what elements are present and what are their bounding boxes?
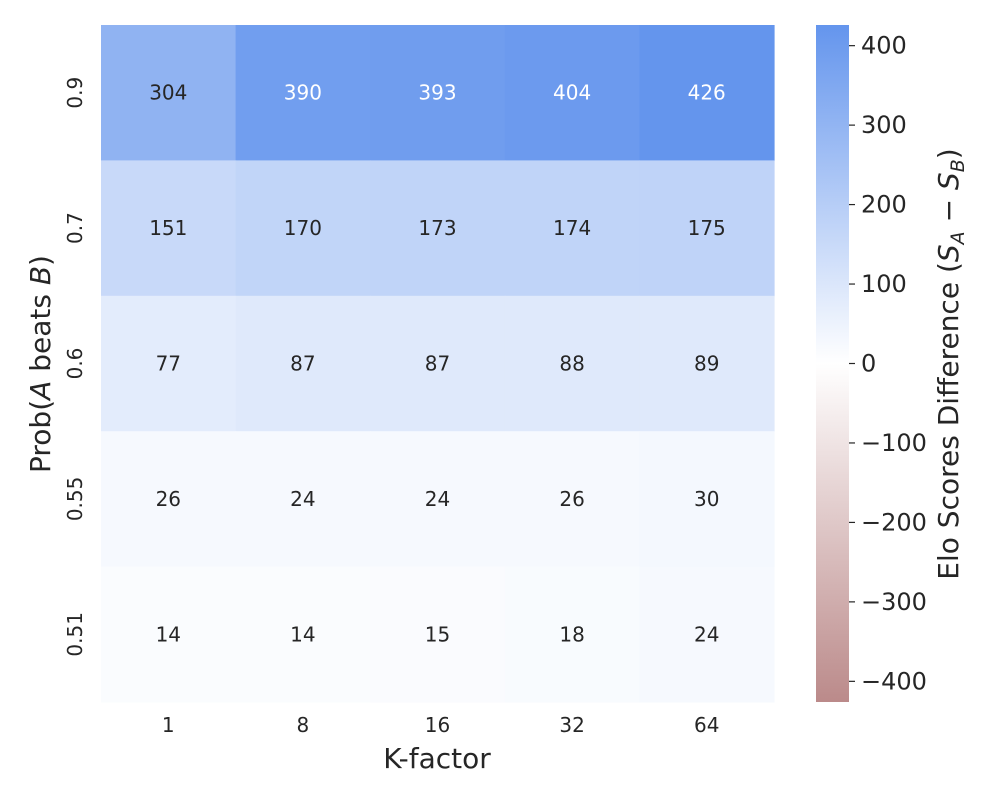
heatmap-cell <box>639 295 775 432</box>
heatmap-cell <box>639 566 775 703</box>
cell-value-label: 170 <box>284 216 322 240</box>
heatmap-cell <box>370 160 506 297</box>
cell-value-label: 87 <box>290 352 315 376</box>
cell-value-label: 89 <box>694 352 719 376</box>
cell-value-label: 393 <box>418 81 456 105</box>
heatmap-cell <box>504 295 640 432</box>
y-tick-labels: 0.9 0.7 0.6 0.55 0.51 <box>63 77 87 657</box>
heatmap-cell <box>370 295 506 432</box>
heatmap-cell <box>235 160 371 297</box>
heatmap-cell <box>235 566 371 703</box>
colorbar-tick-label: 400 <box>861 32 907 60</box>
cell-value-label: 18 <box>559 622 584 646</box>
cell-value-label: 14 <box>290 622 315 646</box>
y-tick-label: 0.9 <box>63 77 87 109</box>
heatmap-cell <box>370 566 506 703</box>
cell-value-label: 24 <box>694 622 719 646</box>
colorbar-tick-label: 300 <box>861 111 907 139</box>
cell-value-label: 426 <box>688 81 726 105</box>
y-tick-label: 0.55 <box>63 477 87 522</box>
heatmap-cell <box>504 25 640 161</box>
cell-value-label: 14 <box>156 622 181 646</box>
y-tick-label: 0.6 <box>63 348 87 380</box>
x-tick-label: 64 <box>694 713 719 737</box>
cell-value-label: 174 <box>553 216 591 240</box>
heatmap-cell <box>235 25 371 161</box>
heatmap-cell <box>101 160 237 297</box>
y-tick-label: 0.7 <box>63 212 87 244</box>
cell-value-label: 15 <box>425 622 450 646</box>
heatmap-cell <box>101 295 237 432</box>
x-axis-label: K-factor <box>383 742 491 775</box>
heatmap-cell <box>370 25 506 161</box>
cell-value-label: 24 <box>290 487 315 511</box>
colorbar-tick-label: −200 <box>861 508 927 536</box>
colorbar-label: Elo Scores Difference (SA − SB) <box>932 148 969 579</box>
cell-value-label: 26 <box>559 487 584 511</box>
heatmap-cells: 304 390 393 404 426 151 170 173 174 175 77 87 87 88 89… <box>101 25 775 703</box>
cell-value-label: 30 <box>694 487 719 511</box>
cell-value-label: 173 <box>418 216 456 240</box>
x-tick-label: 16 <box>425 713 450 737</box>
cell-value-label: 175 <box>688 216 726 240</box>
x-tick-labels: 1 8 16 32 64 <box>162 713 719 737</box>
heatmap-cell <box>101 566 237 703</box>
cell-value-label: 87 <box>425 352 450 376</box>
colorbar-tick-label: −300 <box>861 588 927 616</box>
heatmap-cell <box>639 431 775 568</box>
colorbar-tick-label: −100 <box>861 429 927 457</box>
heatmap-cell <box>639 160 775 297</box>
heatmap-cell <box>504 566 640 703</box>
cell-value-label: 88 <box>559 352 584 376</box>
cell-value-label: 404 <box>553 81 591 105</box>
heatmap-cell <box>504 431 640 568</box>
heatmap-cell <box>101 25 237 161</box>
cell-value-label: 390 <box>284 81 322 105</box>
heatmap-cell <box>504 160 640 297</box>
colorbar-tick-label: 200 <box>861 191 907 219</box>
x-tick-label: 32 <box>559 713 584 737</box>
heatmap-cell <box>370 431 506 568</box>
colorbar-ticks: 400 300 200 100 0 −100 −200 −300 −400 <box>849 32 927 695</box>
heatmap-cell <box>235 295 371 432</box>
cell-value-label: 77 <box>156 352 181 376</box>
heatmap-cell <box>639 25 775 161</box>
cell-value-label: 26 <box>156 487 181 511</box>
cell-value-label: 24 <box>425 487 450 511</box>
colorbar-tick-label: 100 <box>861 270 907 298</box>
cell-value-label: 151 <box>149 216 187 240</box>
colorbar <box>816 25 849 702</box>
colorbar-tick-label: −400 <box>861 667 927 695</box>
colorbar-tick-label: 0 <box>861 350 876 378</box>
y-axis-label: Prob(A beats B) <box>24 255 57 473</box>
x-tick-label: 8 <box>297 713 310 737</box>
cell-value-label: 304 <box>149 81 187 105</box>
heatmap-cell <box>101 431 237 568</box>
x-tick-label: 1 <box>162 713 175 737</box>
heatmap-cell <box>235 431 371 568</box>
y-tick-label: 0.51 <box>63 612 87 657</box>
